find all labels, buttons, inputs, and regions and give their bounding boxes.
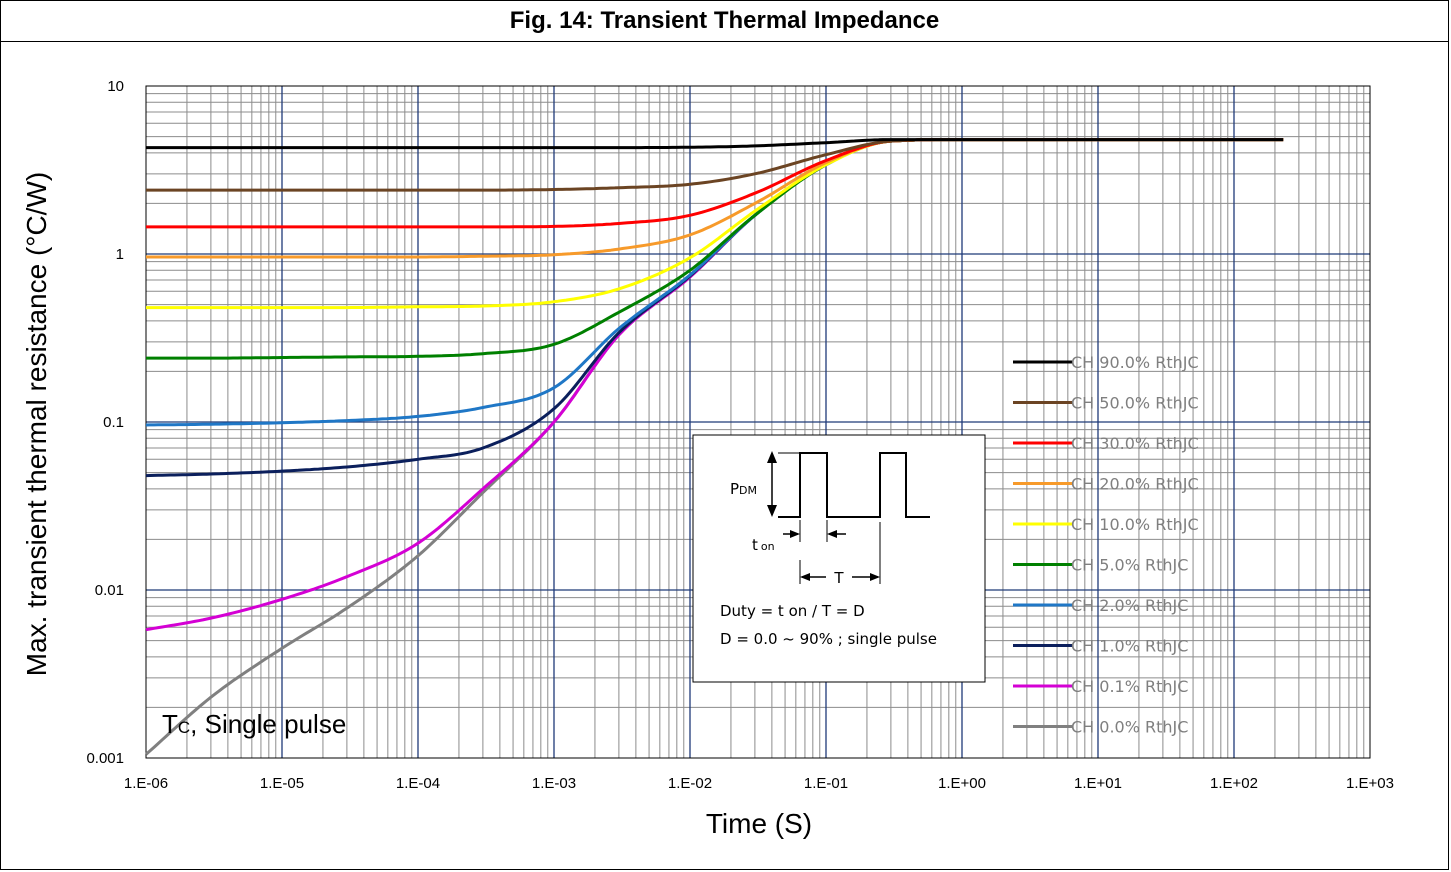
series-line (146, 138, 1284, 360)
x-tick-label: 1.E-01 (804, 775, 848, 792)
y-tick-label: 10 (107, 78, 124, 95)
x-tick-label: 1.E-04 (396, 775, 440, 792)
pulse-waveform (778, 452, 930, 518)
x-tick-label: 1.E+02 (1210, 775, 1258, 792)
plot-area-border (145, 85, 1371, 759)
ton-label: t on (752, 536, 775, 554)
x-tick-label: 1.E+03 (1346, 775, 1394, 792)
y-axis-title: Max. transient thermal resistance (°C/W) (21, 172, 52, 676)
pdm-label: PDM (730, 480, 757, 498)
legend-label: CH 10.0% RthJC (1071, 515, 1199, 534)
duty-formula: Duty = t on / T = D (720, 602, 865, 620)
series-line (146, 138, 1284, 150)
ton-arrow-left-head (790, 530, 800, 538)
duty-cycle-inset: PDM t on T Duty = t on / T = D D = 0.0 ~ … (692, 434, 986, 683)
period-label: T (833, 569, 844, 587)
inset-box (692, 434, 986, 683)
period-arrow-right-head (870, 573, 880, 581)
y-tick-label: 1 (116, 246, 124, 263)
x-tick-label: 1.E-05 (260, 775, 304, 792)
y-tick-label: 0.01 (95, 582, 124, 599)
pdm-arrow-head-up (767, 451, 777, 463)
duty-range: D = 0.0 ~ 90% ; single pulse (720, 630, 937, 648)
legend-label: CH 0.1% RthJC (1071, 677, 1188, 696)
x-tick-label: 1.E+01 (1074, 775, 1122, 792)
legend-label: CH 20.0% RthJC (1071, 475, 1199, 494)
x-axis-title: Time (S) (706, 808, 812, 839)
series-layer (145, 138, 1284, 756)
legend-label: CH 50.0% RthJC (1071, 394, 1199, 413)
y-tick-label: 0.001 (86, 750, 124, 767)
ton-arrow-right-head (827, 530, 837, 538)
y-tick-label: 0.1 (103, 414, 124, 431)
chart-title-bar: Fig. 14: Transient Thermal Impedance (0, 0, 1449, 42)
x-tick-label: 1.E+00 (938, 775, 986, 792)
x-tick-label: 1.E-06 (124, 775, 168, 792)
legend-label: CH 90.0% RthJC (1071, 353, 1199, 372)
single-pulse-note: TC, Single pulse (162, 709, 346, 739)
legend: CH 90.0% RthJC CH 50.0% RthJC CH 30.0% Rth… (1013, 353, 1199, 737)
legend-label: CH 5.0% RthJC (1071, 556, 1188, 575)
y-tick-labels: 10 1 0.1 0.01 0.001 (86, 78, 124, 767)
legend-label: CH 30.0% RthJC (1071, 434, 1199, 453)
x-tick-label: 1.E-02 (668, 775, 712, 792)
legend-label: CH 0.0% RthJC (1071, 718, 1188, 737)
x-tick-label: 1.E-03 (532, 775, 576, 792)
legend-label: CH 2.0% RthJC (1071, 596, 1188, 615)
chart-title: Fig. 14: Transient Thermal Impedance (509, 6, 940, 34)
period-arrow-left-head (800, 573, 810, 581)
pdm-arrow-head-down (767, 505, 777, 517)
x-tick-labels: 1.E-06 1.E-05 1.E-04 1.E-03 1.E-02 1.E-01 1.E+… (124, 775, 1394, 792)
legend-label: CH 1.0% RthJC (1071, 637, 1188, 656)
